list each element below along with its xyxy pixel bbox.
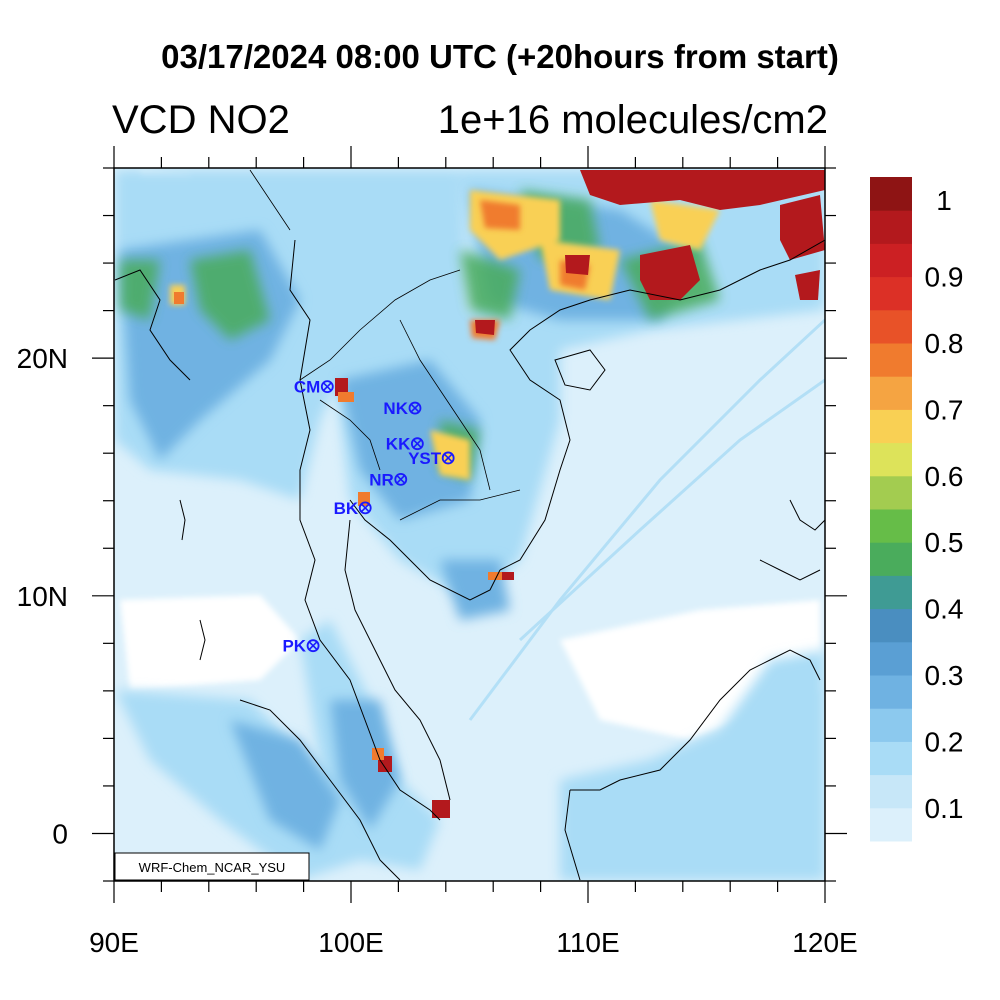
- colorbar-label: 0.9: [925, 262, 964, 293]
- circled-cross-icon: [320, 380, 334, 394]
- x-tick-label: 90E: [89, 927, 139, 958]
- station-cm: CM: [294, 378, 334, 397]
- colorbar-label: 1: [936, 185, 952, 216]
- credit-box: WRF-Chem_NCAR_YSU: [114, 852, 310, 881]
- colorbar-swatch: [870, 575, 912, 610]
- station-label: BK: [334, 499, 359, 518]
- colorbar-label: 0.7: [925, 394, 964, 425]
- station-label: YST: [408, 449, 442, 468]
- colorbar-swatch: [870, 210, 912, 244]
- station-yst: YST: [408, 449, 455, 468]
- colorbar-swatch: [870, 177, 912, 211]
- station-label: CM: [294, 378, 320, 397]
- station-kk: KK: [386, 435, 424, 454]
- coastlines: [114, 169, 825, 881]
- colorbar-swatch: [870, 641, 912, 676]
- colorbar-swatch: [870, 276, 912, 311]
- x-tick-label: 120E: [792, 927, 857, 958]
- x-tick-label: 100E: [318, 927, 383, 958]
- map-frame: [113, 167, 826, 882]
- colorbar-swatch: [870, 774, 912, 809]
- colorbar-label: 0.8: [925, 328, 964, 359]
- circled-cross-icon: [306, 639, 320, 653]
- axis-ticks: [92, 146, 847, 903]
- colorbar-label: 0.4: [925, 594, 964, 625]
- colorbar-label: 0.1: [925, 793, 964, 824]
- station-nk: NK: [383, 399, 422, 418]
- y-tick-label: 0: [52, 818, 68, 849]
- station-nr: NR: [369, 470, 408, 489]
- colorbar-swatch: [870, 343, 912, 377]
- colorbar-swatch: [870, 309, 912, 344]
- colorbar-swatch: [870, 509, 912, 543]
- credit-text: WRF-Chem_NCAR_YSU: [139, 860, 286, 875]
- colorbar-label: 0.2: [925, 726, 964, 757]
- y-tick-label: 10N: [17, 581, 68, 612]
- circled-cross-icon: [441, 451, 455, 465]
- station-label: KK: [386, 435, 411, 454]
- colorbar-label: 0.5: [925, 527, 964, 558]
- station-label: PK: [282, 637, 306, 656]
- colorbar-swatch: [870, 608, 912, 643]
- colorbar-swatch: [870, 741, 912, 776]
- circled-cross-icon: [358, 501, 372, 515]
- variable-label: VCD NO2: [112, 98, 290, 142]
- colorbar-swatch: [870, 243, 912, 278]
- station-label: NK: [383, 399, 408, 418]
- colorbar-swatch: [870, 542, 912, 576]
- circled-cross-icon: [410, 437, 424, 451]
- no2-field: [114, 168, 825, 881]
- colorbar-swatch: [870, 807, 912, 842]
- station-bk: BK: [334, 499, 372, 518]
- y-tick-label: 20N: [17, 343, 68, 374]
- colorbar-swatch: [870, 376, 912, 410]
- colorbar: 0.1 0.2 0.3 0.4 0.5 0.6 0.7 0.8 0.9 1: [870, 177, 963, 842]
- x-tick-label: 110E: [556, 927, 619, 958]
- station-pk: PK: [282, 637, 320, 656]
- colorbar-label: 0.3: [925, 660, 964, 691]
- map-title: 03/17/2024 08:00 UTC (+20hours from star…: [161, 38, 839, 75]
- colorbar-swatch: [870, 675, 912, 709]
- units-label: 1e+16 molecules/cm2: [437, 98, 828, 142]
- colorbar-swatch: [870, 475, 912, 510]
- colorbar-swatch: [870, 442, 912, 477]
- axis-tick-labels: 90E 100E 110E 120E 0 10N 20N: [17, 343, 858, 958]
- station-label: NR: [369, 470, 394, 489]
- circled-cross-icon: [394, 472, 408, 486]
- colorbar-swatch: [870, 708, 912, 742]
- circled-cross-icon: [408, 401, 422, 415]
- colorbar-label: 0.6: [925, 461, 964, 492]
- colorbar-swatch: [870, 409, 912, 444]
